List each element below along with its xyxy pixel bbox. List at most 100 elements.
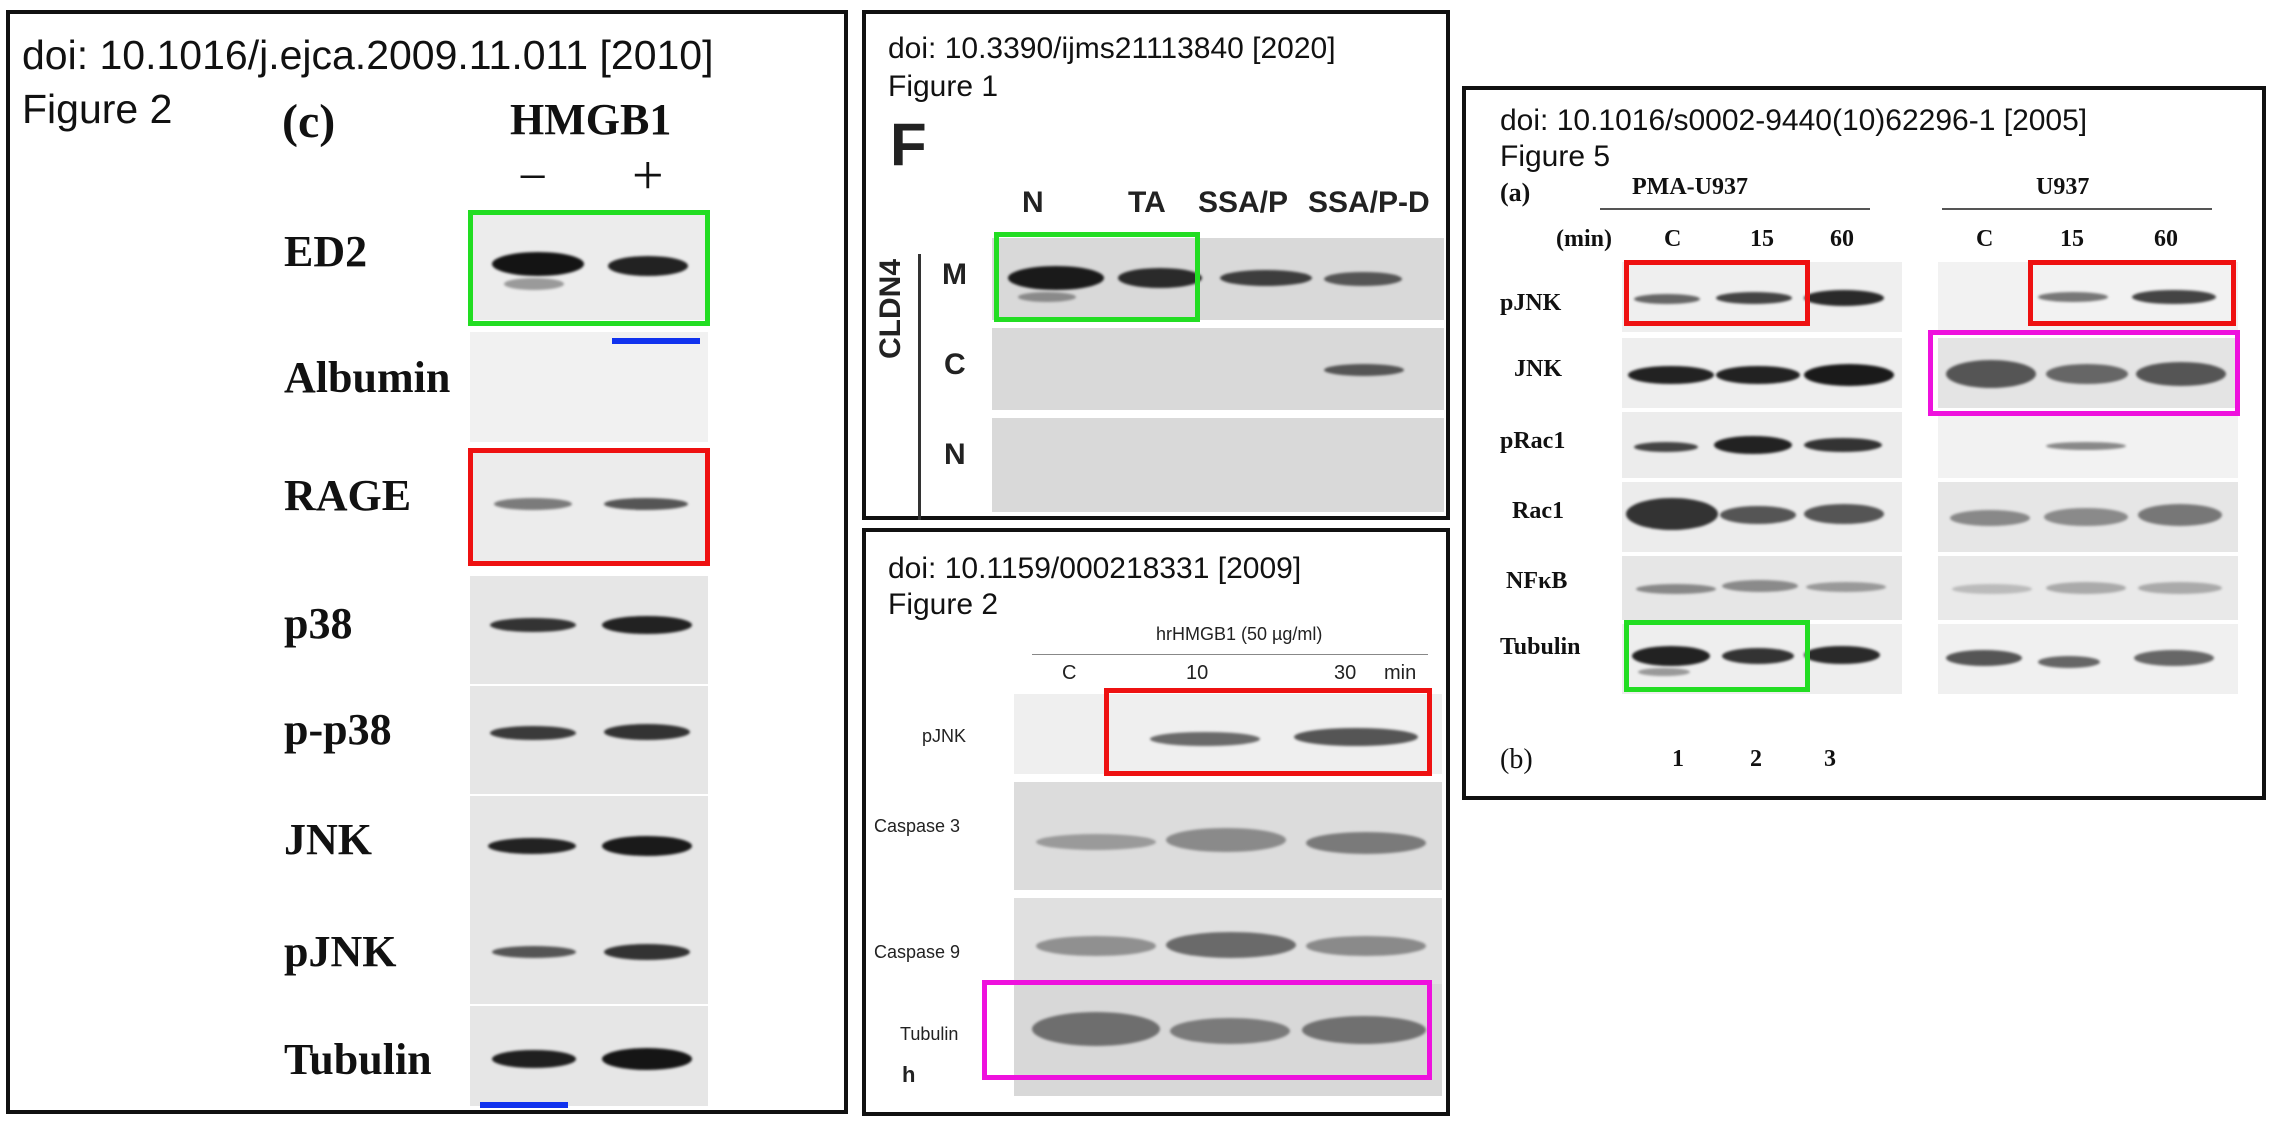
duplicate-box-red [1104, 688, 1432, 776]
band [1008, 266, 1104, 290]
panel-ijms-2020: doi: 10.3390/ijms21113840 [2020] Figure … [862, 10, 1450, 520]
blot-strip-n [992, 418, 1444, 512]
blot-strip-p-p38 [470, 686, 708, 794]
band [1628, 366, 1714, 384]
treatment-label: HMGB1 [510, 95, 672, 144]
band [2038, 656, 2100, 668]
row-label-nfkb: NFκB [1506, 568, 1568, 594]
figure-label: Figure 2 [22, 86, 173, 132]
band [488, 838, 576, 854]
panel-karger-2009: doi: 10.1159/000218331 [2009] Figure 2 h… [862, 528, 1450, 1116]
column-label-ta: TA [1128, 186, 1166, 219]
blot-strip-albumin [470, 332, 708, 442]
lane-number-1: 1 [1672, 746, 1684, 772]
duplicate-box-green [1624, 620, 1810, 692]
panel-ajp-2005: doi: 10.1016/s0002-9440(10)62296-1 [2005… [1462, 86, 2266, 800]
doi-label: doi: 10.1016/s0002-9440(10)62296-1 [2005… [1500, 104, 2088, 137]
band [1036, 834, 1156, 850]
time-label-30: 30 [1334, 662, 1357, 684]
band [1150, 732, 1260, 746]
band [1626, 498, 1718, 530]
band [1804, 438, 1882, 452]
underline-mark [480, 1102, 568, 1108]
band [2038, 292, 2108, 302]
panel-label-a: (a) [1500, 178, 1531, 207]
time-col-1: C [1664, 226, 1682, 252]
band [2046, 442, 2126, 450]
row-label-rage: RAGE [284, 471, 412, 520]
band [1722, 580, 1798, 592]
row-label-p38: p38 [284, 599, 353, 648]
band [602, 616, 692, 634]
row-label-tubulin: Tubulin [900, 1024, 959, 1044]
treatment-rule [1032, 654, 1428, 655]
band [2138, 582, 2222, 594]
band [1952, 584, 2032, 594]
band [2044, 508, 2128, 526]
band [604, 944, 690, 960]
column-label-ssa-p: SSA/P [1198, 186, 1289, 219]
row-label-rac1: Rac1 [1512, 498, 1564, 524]
band [492, 946, 576, 958]
band [1306, 832, 1426, 854]
band [1714, 436, 1792, 454]
band [1118, 268, 1202, 288]
treatment-label: hrHMGB1 (50 µg/ml) [1156, 624, 1323, 644]
band [1722, 648, 1794, 664]
band [494, 498, 572, 510]
band [2046, 364, 2128, 384]
time-col-4: C [1976, 226, 1994, 252]
gene-label: CLDN4 [874, 258, 907, 359]
row-label-p-p38: p-p38 [284, 705, 392, 754]
band [490, 726, 576, 740]
time-col-6: 60 [2154, 226, 2178, 252]
duplicate-box-green [994, 232, 1200, 322]
doi-label: doi: 10.1159/000218331 [2009] [888, 552, 1302, 585]
band [1306, 936, 1426, 956]
lane-number-2: 2 [1750, 746, 1762, 772]
band [2134, 650, 2214, 666]
row-label-tubulin: Tubulin [284, 1035, 432, 1084]
band [1018, 292, 1076, 302]
band [1170, 1018, 1290, 1044]
band [1946, 360, 2036, 388]
duplicate-box-red [2028, 260, 2236, 326]
duplicate-box-magenta [1928, 330, 2240, 416]
duplicate-box-red [1624, 260, 1810, 326]
band [1302, 1016, 1426, 1044]
panel-letter: (c) [282, 95, 336, 148]
row-label-tubulin: Tubulin [1500, 634, 1581, 660]
band [1946, 650, 2022, 666]
row-label-albumin: Albumin [284, 353, 451, 402]
band [492, 252, 584, 276]
band [1804, 290, 1884, 306]
row-label-ed2: ED2 [284, 227, 368, 276]
band [1634, 294, 1700, 304]
lane-number-3: 3 [1824, 746, 1836, 772]
band [1324, 364, 1404, 376]
group-label-u937: U937 [2036, 174, 2090, 200]
column-label-n: N [1022, 186, 1044, 219]
time-label-c: C [1062, 662, 1077, 684]
figure-label: Figure 1 [888, 70, 999, 103]
panel-letter: F [890, 111, 927, 178]
group-label-pma-u937: PMA-U937 [1632, 174, 1748, 200]
band [2132, 290, 2216, 304]
band [1220, 270, 1312, 286]
doi-label: doi: 10.1016/j.ejca.2009.11.011 [2010] [22, 32, 714, 78]
panel-ejca-2010: doi: 10.1016/j.ejca.2009.11.011 [2010] F… [6, 10, 848, 1114]
time-col-2: 15 [1750, 226, 1774, 252]
band [1634, 442, 1698, 452]
figure-label: Figure 5 [1500, 140, 1611, 173]
band [2046, 582, 2126, 594]
underline-mark [612, 338, 700, 344]
band [1716, 292, 1792, 304]
band [2138, 504, 2222, 526]
band [1032, 1012, 1160, 1046]
band [1636, 584, 1716, 594]
band [1950, 510, 2030, 526]
row-label-n: N [944, 438, 966, 471]
row-label-jnk: JNK [284, 815, 372, 864]
band [1166, 828, 1286, 852]
row-label-m: M [942, 258, 967, 291]
